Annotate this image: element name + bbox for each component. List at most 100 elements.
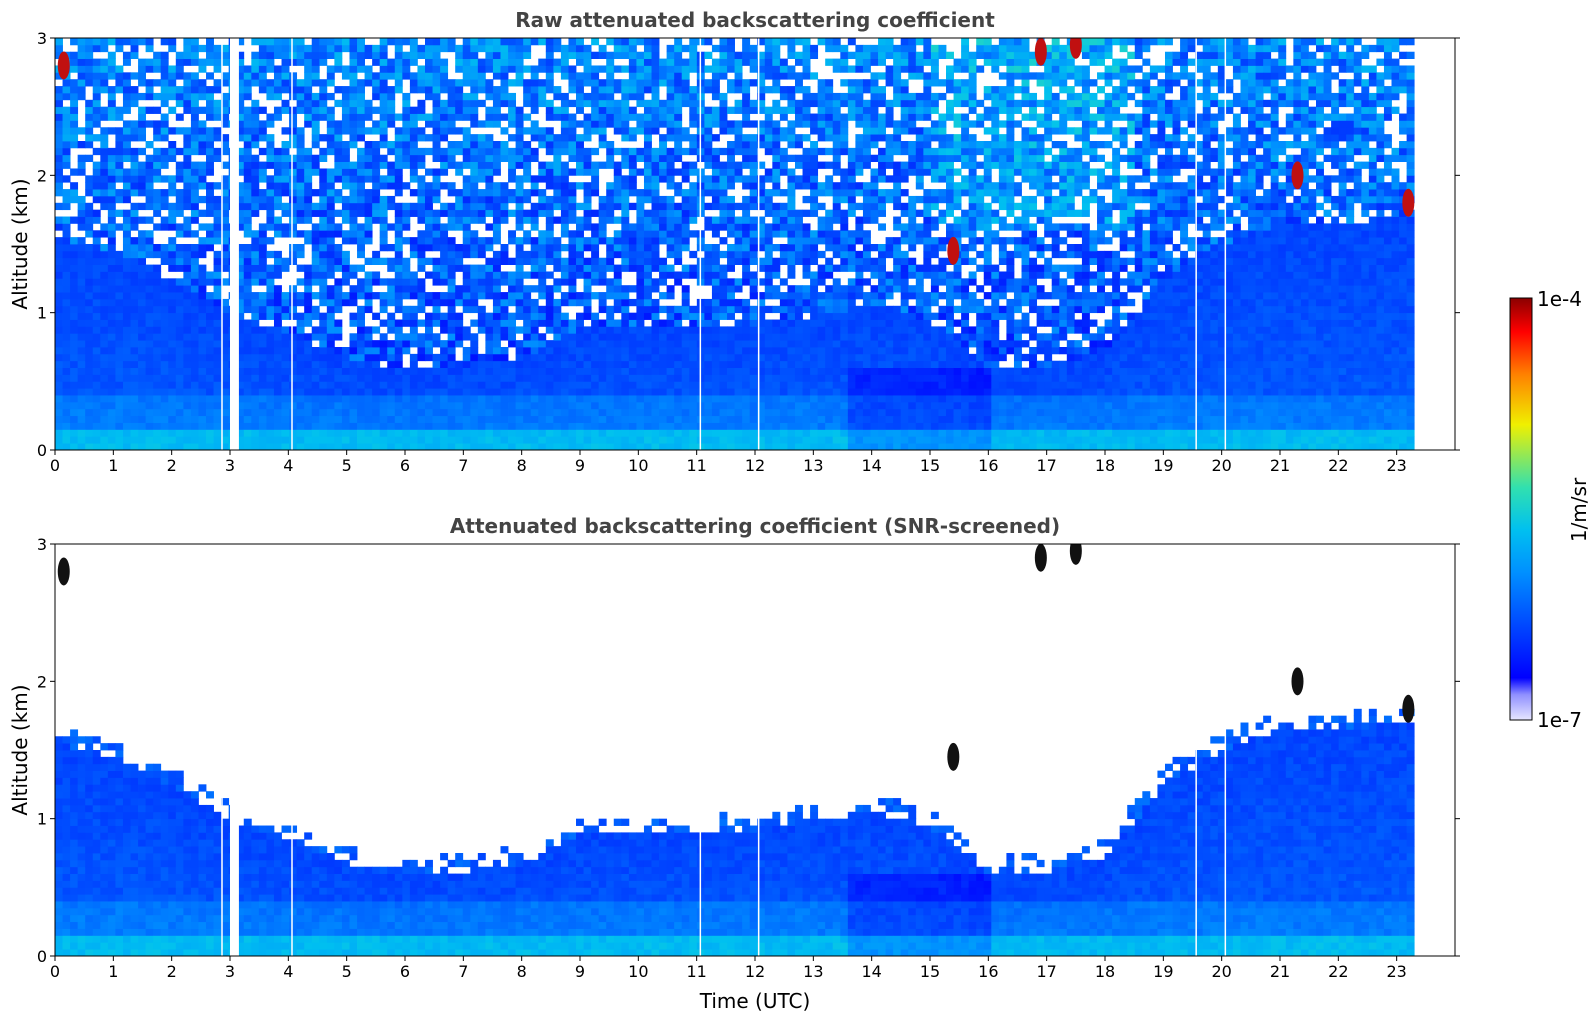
panel-raw-cell <box>251 127 260 135</box>
panel-raw-cell <box>236 72 245 80</box>
panel-raw-cell <box>55 182 63 190</box>
panel-raw-cell <box>447 141 456 149</box>
panel-raw-cell <box>100 429 109 437</box>
panel-raw-cell <box>296 360 305 368</box>
panel-raw-cell <box>273 106 282 114</box>
panel-raw-cell <box>659 223 668 231</box>
panel-raw-cell <box>583 353 592 362</box>
panel-raw-cell <box>651 395 660 403</box>
panel-raw-cell <box>206 154 214 162</box>
panel-raw-cell <box>122 72 131 80</box>
panel-raw-cell <box>455 401 464 410</box>
panel-raw-cell <box>583 202 592 211</box>
panel-raw-cell <box>311 58 320 66</box>
panel-raw-cell <box>674 271 683 279</box>
panel-raw-cell <box>213 292 222 300</box>
panel-raw-cell <box>787 271 796 279</box>
panel-raw-cell <box>425 202 433 211</box>
panel-raw-cell <box>206 326 214 334</box>
panel-raw-cell <box>273 86 282 94</box>
panel-raw-cell <box>576 360 584 368</box>
panel-raw-cell <box>372 175 381 183</box>
panel-raw-cell <box>175 319 184 327</box>
panel-raw-cell <box>266 271 275 279</box>
panel-raw-cell <box>100 230 109 238</box>
panel-raw-cell <box>485 353 494 362</box>
panel-raw-cell <box>432 58 441 66</box>
panel-raw-cell <box>311 415 320 423</box>
panel-raw-cell <box>138 395 147 403</box>
panel-raw-cell <box>213 285 222 293</box>
panel-raw-cell <box>742 106 751 114</box>
panel-raw-cell <box>198 141 207 149</box>
panel-raw-cell <box>70 250 79 259</box>
panel-raw-cell <box>122 347 131 355</box>
panel-raw-cell <box>160 429 169 437</box>
panel-raw-cell <box>357 58 365 66</box>
panel-raw-cell <box>258 195 267 204</box>
panel-raw-cell <box>62 347 71 355</box>
panel-raw-cell <box>138 429 147 437</box>
panel-raw-cell <box>727 278 735 286</box>
panel-raw-cell <box>273 353 282 362</box>
panel-raw-cell <box>175 230 184 238</box>
panel-raw-cell <box>674 381 683 389</box>
panel-raw-cell <box>281 230 290 238</box>
panel-raw-cell <box>500 72 509 80</box>
panel-raw-cell <box>643 326 652 334</box>
panel-raw-cell <box>387 415 396 423</box>
panel-raw-cell <box>643 154 652 162</box>
panel-raw-cell <box>485 120 494 128</box>
panel-raw-cell <box>734 86 743 94</box>
panel-raw-cell <box>643 113 652 121</box>
panel-raw-cell <box>62 429 71 437</box>
panel-raw-cell <box>122 436 131 444</box>
panel-raw-cell <box>341 374 350 382</box>
panel-raw-cell <box>568 38 577 46</box>
panel-raw-cell <box>85 347 94 355</box>
panel-raw-cell <box>515 347 524 355</box>
panel-raw-cell <box>334 250 343 259</box>
panel-raw-cell <box>85 388 94 396</box>
panel-raw-cell <box>598 113 607 121</box>
panel-raw-cell <box>742 367 751 375</box>
panel-raw-cell <box>636 58 645 66</box>
panel-raw-cell <box>425 113 433 121</box>
panel-raw-cell <box>296 312 305 320</box>
panel-raw-cell <box>545 182 554 190</box>
panel-raw-cell <box>734 161 743 169</box>
panel-raw-cell <box>530 298 539 307</box>
panel-raw-cell <box>492 422 501 430</box>
panel-raw-cell <box>583 44 592 53</box>
panel-raw-cell <box>560 202 569 211</box>
panel-raw-cell <box>666 292 675 300</box>
panel-raw-cell <box>704 388 713 396</box>
panel-raw-cell <box>145 250 154 259</box>
panel-raw-cell <box>666 395 675 403</box>
panel-raw-cell <box>742 79 751 87</box>
panel-raw-cell <box>341 347 350 355</box>
panel-raw-cell <box>100 340 109 348</box>
panel-raw-cell <box>304 209 313 217</box>
panel-raw-cell <box>206 99 214 108</box>
panel-raw-cell <box>175 51 184 59</box>
panel-raw-cell <box>742 264 751 272</box>
panel-raw-cell <box>613 244 622 252</box>
panel-raw-cell <box>711 168 720 176</box>
panel-raw-cell <box>779 147 788 156</box>
panel-raw-cell <box>621 154 630 162</box>
panel-raw-cell <box>213 51 222 59</box>
panel-raw-cell <box>500 353 509 362</box>
panel-raw-cell <box>523 154 532 162</box>
panel-raw-cell <box>85 202 94 211</box>
panel-raw-cell <box>598 415 607 423</box>
panel-raw-cell <box>153 353 162 362</box>
panel-raw-cell <box>772 106 781 114</box>
panel-raw-cell <box>296 367 305 375</box>
panel-raw-cell <box>160 72 169 80</box>
panel-raw-cell <box>734 347 743 355</box>
panel-raw-cell <box>583 312 592 320</box>
panel-raw-cell <box>742 237 751 245</box>
panel-raw-cell <box>334 195 343 204</box>
panel-raw-cell <box>492 415 501 423</box>
